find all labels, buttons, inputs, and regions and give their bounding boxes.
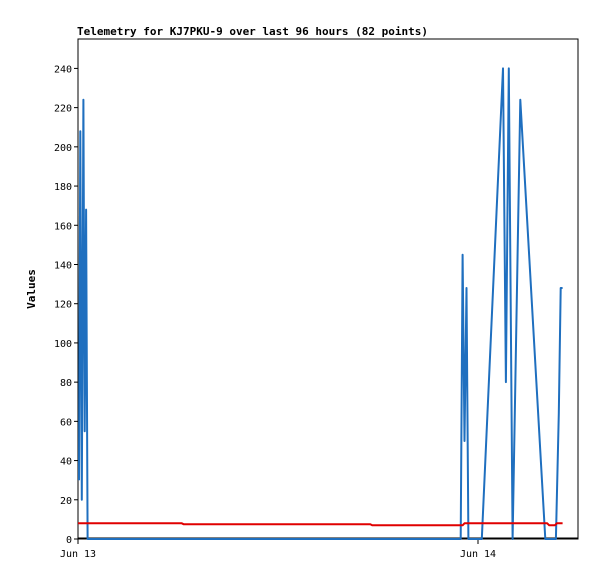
y-tick-label: 80 bbox=[60, 378, 72, 389]
y-tick-label: 240 bbox=[54, 64, 72, 75]
y-axis-label: Values bbox=[25, 269, 38, 309]
x-tick-label: Jun 14 bbox=[460, 549, 496, 560]
y-tick-label: 40 bbox=[60, 457, 72, 468]
y-tick-label: 200 bbox=[54, 143, 72, 154]
y-tick-label: 120 bbox=[54, 300, 72, 311]
y-tick-label: 20 bbox=[60, 496, 72, 507]
series-line-1 bbox=[78, 522, 563, 527]
chart-title: Telemetry for KJ7PKU-9 over last 96 hour… bbox=[77, 25, 428, 38]
x-tick-label: Jun 13 bbox=[60, 549, 96, 560]
y-tick-label: 180 bbox=[54, 182, 72, 193]
series-layer bbox=[78, 67, 578, 540]
y-axis: 0 20 40 60 80 100 120 140 160 180 200 220 240 bbox=[54, 64, 78, 546]
y-tick-label: 100 bbox=[54, 339, 72, 350]
x-axis: Jun 13 Jun 14 bbox=[60, 539, 496, 560]
y-tick-label: 60 bbox=[60, 417, 72, 428]
y-tick-label: 140 bbox=[54, 260, 72, 271]
series-line-0 bbox=[78, 67, 563, 540]
y-tick-label: 220 bbox=[54, 104, 72, 115]
y-tick-label: 160 bbox=[54, 221, 72, 232]
y-tick-label: 0 bbox=[66, 535, 72, 546]
